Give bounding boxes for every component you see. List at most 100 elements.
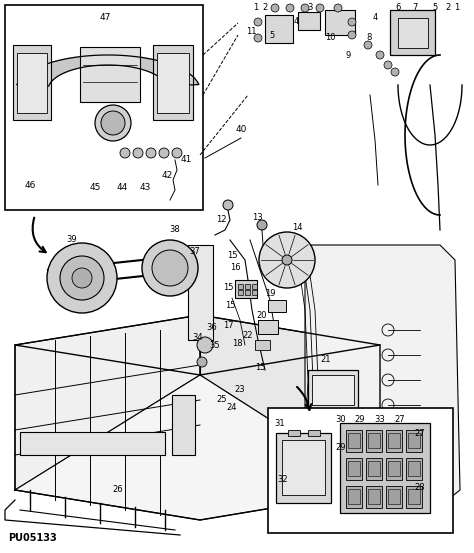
Bar [238,290,243,295]
Text: 7: 7 [412,3,418,13]
Bar [308,370,358,410]
Text: 30: 30 [336,415,346,425]
Polygon shape [200,315,380,490]
Circle shape [282,255,292,265]
Circle shape [60,256,104,300]
Circle shape [101,111,125,135]
Text: 25: 25 [217,395,227,404]
Text: 1: 1 [254,3,259,13]
Text: 44: 44 [117,182,128,191]
Circle shape [376,51,384,59]
Text: 31: 31 [275,419,285,427]
Text: 46: 46 [24,180,36,190]
Circle shape [95,105,131,141]
Text: 32: 32 [278,476,288,484]
Circle shape [316,4,324,12]
Text: 42: 42 [161,170,173,180]
Polygon shape [20,432,165,455]
Text: 27: 27 [415,429,425,437]
Polygon shape [17,55,199,86]
Text: 43: 43 [139,182,151,191]
Text: 34: 34 [193,333,203,342]
Circle shape [197,357,207,367]
Bar [80,47,140,102]
Text: 16: 16 [230,263,240,273]
Bar [276,433,331,503]
Circle shape [197,337,213,353]
Bar [388,489,400,504]
Bar [398,18,428,48]
Text: 45: 45 [89,182,100,191]
Polygon shape [172,395,195,455]
Circle shape [286,4,294,12]
Circle shape [159,148,169,158]
Circle shape [120,148,130,158]
Text: 9: 9 [346,50,351,60]
Bar [298,12,320,30]
Circle shape [391,68,399,76]
Text: 21: 21 [321,356,331,364]
Bar [13,45,51,120]
Text: 15: 15 [227,251,237,259]
Circle shape [364,41,372,49]
Circle shape [271,4,279,12]
Circle shape [223,200,233,210]
Text: 2: 2 [446,3,451,13]
Text: 40: 40 [235,126,246,134]
Bar [308,430,320,436]
Circle shape [133,148,143,158]
Text: 36: 36 [207,324,218,332]
Bar [268,300,286,312]
Bar [390,10,435,55]
Bar [388,433,400,448]
Text: 27: 27 [395,415,405,425]
Text: 23: 23 [235,385,246,394]
Bar [235,280,257,298]
Text: 17: 17 [223,321,233,330]
Circle shape [348,18,356,26]
Bar [268,408,453,533]
Circle shape [142,240,198,296]
Bar [153,45,193,120]
Circle shape [254,18,262,26]
Circle shape [257,220,267,230]
Bar [282,440,325,495]
Text: 11: 11 [246,28,256,36]
Text: 41: 41 [180,155,191,164]
Text: 33: 33 [374,415,385,425]
Circle shape [47,243,117,313]
Bar [5,5,203,210]
Bar [386,458,402,480]
Circle shape [301,4,309,12]
Bar [346,486,362,508]
Bar [366,458,382,480]
Circle shape [384,61,392,69]
Bar [348,489,360,504]
Bar [17,53,47,113]
Bar [348,433,360,448]
Text: 29: 29 [336,444,346,452]
Text: 4: 4 [293,18,299,27]
Text: 15: 15 [225,300,235,310]
Bar [408,461,420,476]
Bar [238,284,243,289]
Bar [406,486,422,508]
Text: 35: 35 [210,341,220,349]
Bar [288,430,300,436]
Text: 26: 26 [113,486,123,494]
Circle shape [172,148,182,158]
Bar [255,340,270,350]
Bar [258,320,278,334]
Text: 5: 5 [432,3,438,13]
Bar [386,430,402,452]
Text: 13: 13 [252,213,262,222]
Circle shape [334,4,342,12]
Circle shape [152,250,188,286]
Circle shape [146,148,156,158]
Text: 18: 18 [232,340,242,348]
Text: 22: 22 [243,331,253,340]
Circle shape [348,31,356,39]
Bar [388,461,400,476]
Text: 8: 8 [366,34,372,43]
Text: 28: 28 [415,483,425,493]
